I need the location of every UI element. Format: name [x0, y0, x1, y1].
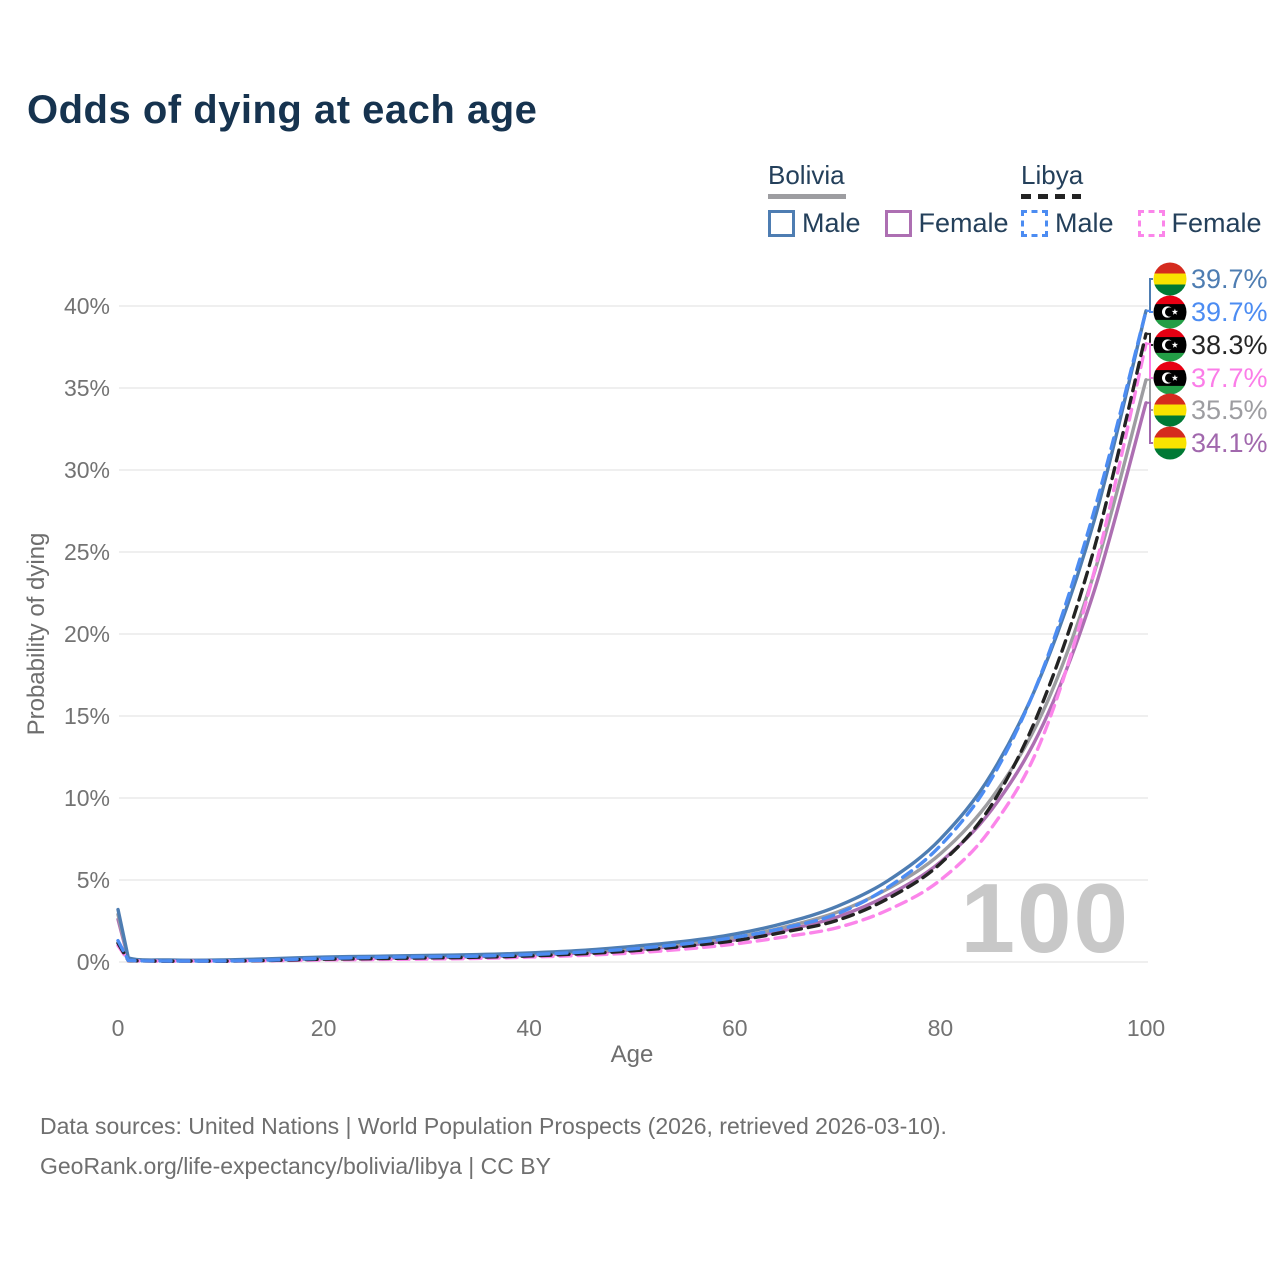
y-tick-0%: 0%: [77, 949, 110, 975]
libya-flag-icon: [1153, 295, 1187, 329]
bolivia-line-style-sample: [768, 194, 846, 199]
legend-item-label: Male: [802, 208, 861, 238]
legend-row-bolivia: Male Female: [768, 208, 1033, 239]
age-watermark: 100: [960, 863, 1130, 973]
legend-item-label: Female: [918, 208, 1009, 238]
legend-country-libya: Libya: [1021, 160, 1084, 190]
checkbox-icon: [1021, 210, 1048, 237]
series-line-libya-female: [116, 342, 1148, 963]
legend-group-bolivia: Bolivia Male Female: [768, 160, 1033, 239]
libya-flag-icon: [1153, 328, 1187, 362]
x-tick-60: 60: [722, 1015, 748, 1041]
legend-item-libya-female[interactable]: Female: [1137, 208, 1262, 239]
end-value-label-bolivia-male: 39.7%: [1191, 264, 1268, 294]
end-value-label-libya-female: 37.7%: [1191, 363, 1268, 393]
libya-line-style-sample: [1021, 194, 1081, 199]
checkbox-icon: [884, 210, 912, 237]
x-tick-100: 100: [1127, 1015, 1165, 1041]
legend-country-bolivia: Bolivia: [768, 160, 845, 190]
x-tick-40: 40: [516, 1015, 542, 1041]
series-line-bolivia-male: [116, 309, 1148, 962]
legend-item-libya-male[interactable]: Male: [1021, 208, 1114, 239]
footer: Data sources: United Nations | World Pop…: [40, 1106, 947, 1186]
y-axis-title: Probability of dying: [23, 533, 50, 736]
end-value-label-bolivia-both-sexes-: 35.5%: [1191, 395, 1268, 425]
y-tick-15%: 15%: [64, 703, 110, 729]
checkbox-icon: [768, 210, 795, 237]
series-line-libya-male: [116, 309, 1148, 963]
label-connector-libya-male: [1146, 309, 1153, 313]
bolivia-flag-icon: [1153, 262, 1187, 296]
y-tick-25%: 25%: [64, 539, 110, 565]
end-value-label-libya-male: 39.7%: [1191, 297, 1268, 327]
legend-item-label: Male: [1055, 208, 1114, 238]
checkbox-icon: [1137, 210, 1165, 237]
y-tick-10%: 10%: [64, 785, 110, 811]
legend-item-bolivia-male[interactable]: Male: [768, 208, 861, 239]
x-tick-20: 20: [311, 1015, 337, 1041]
x-axis-title: Age: [611, 1041, 654, 1068]
libya-flag-icon: [1153, 361, 1187, 395]
label-connector-libya-both-sexes-: [1146, 332, 1153, 346]
x-tick-80: 80: [928, 1015, 954, 1041]
label-connector-libya-female: [1146, 342, 1153, 379]
legend-row-libya: Male Female: [1021, 208, 1280, 239]
x-tick-0: 0: [112, 1015, 125, 1041]
y-tick-20%: 20%: [64, 621, 110, 647]
footer-attribution: GeoRank.org/life-expectancy/bolivia/liby…: [40, 1153, 551, 1179]
end-value-label-bolivia-female: 34.1%: [1191, 428, 1268, 458]
bolivia-flag-icon: [1153, 393, 1187, 427]
y-tick-5%: 5%: [77, 867, 110, 893]
legend-item-label: Female: [1171, 208, 1262, 238]
legend-item-bolivia-female[interactable]: Female: [884, 208, 1009, 239]
end-value-label-libya-both-sexes-: 38.3%: [1191, 330, 1268, 360]
bolivia-flag-icon: [1153, 426, 1187, 460]
label-connector-bolivia-female: [1146, 401, 1153, 444]
series-line-libya-both-sexes-: [116, 332, 1148, 963]
label-connector-bolivia-both-sexes-: [1146, 378, 1153, 411]
page-title: Odds of dying at each age: [27, 88, 538, 132]
y-tick-30%: 30%: [64, 457, 110, 483]
y-tick-35%: 35%: [64, 375, 110, 401]
y-tick-40%: 40%: [64, 293, 110, 319]
footer-data-sources: Data sources: United Nations | World Pop…: [40, 1113, 947, 1139]
legend-group-libya: Libya Male Female: [1021, 160, 1280, 239]
